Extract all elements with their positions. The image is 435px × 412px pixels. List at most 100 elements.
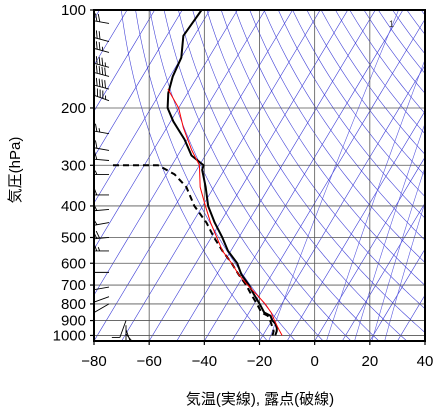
wind-barb: [88, 167, 109, 175]
isotherm-line: [121, 10, 321, 341]
wind-barb: [89, 151, 110, 161]
wind-barb-flag: [94, 231, 98, 239]
wind-barb-flag: [95, 41, 98, 50]
isotherm-line: [94, 10, 293, 341]
y-tick-label: 200: [61, 100, 86, 117]
wind-barb-flag: [95, 230, 101, 239]
wind-barb-flag: [98, 31, 101, 40]
temperature-line: [166, 10, 278, 336]
mixing-ratio-line: [371, 166, 425, 341]
wind-barb-flag: [87, 297, 92, 303]
wind-barb-flag: [98, 66, 101, 75]
profile-series: [111, 10, 283, 336]
y-tick-label: 900: [61, 313, 86, 330]
dewpoint-line: [111, 164, 275, 336]
wind-barb-flag: [88, 243, 91, 250]
wind-barb-flag: [97, 13, 101, 22]
wind-barb: [87, 303, 110, 314]
x-axis-ticks: −80 −60 −40 −20 0 20 40: [81, 341, 433, 370]
wind-barb-flag: [87, 308, 93, 313]
wind-barb-flag: [95, 77, 98, 86]
wind-barb-flag: [97, 247, 101, 252]
x-tick-label: 20: [361, 353, 378, 370]
wind-barb-flag: [87, 283, 91, 290]
dry-adiabat-line: [206, 10, 425, 333]
wind-barb-flag: [90, 123, 91, 131]
wind-barb: [91, 64, 110, 77]
isotherm-line: [94, 10, 211, 204]
wind-barb: [94, 140, 110, 151]
y-tick-label: 600: [61, 255, 86, 272]
wind-barb-flag: [88, 187, 91, 194]
wind-barb-flag: [91, 55, 92, 63]
dry-adiabat-line: [292, 10, 425, 197]
y-axis-title: 気圧(hPa): [7, 137, 24, 204]
x-tick-label: −20: [247, 353, 272, 370]
isotherm-line: [286, 110, 425, 341]
wind-barb-flag: [101, 66, 104, 75]
dry-adiabat-line: [263, 10, 425, 241]
y-tick-label: 500: [61, 229, 86, 246]
wind-barb-flag: [95, 30, 98, 39]
y-tick-label: 1000: [53, 327, 86, 344]
parcel-line: [167, 88, 283, 336]
isotherm-line: [314, 156, 425, 341]
wind-barb-flag: [95, 56, 98, 65]
wind-barb-flag: [87, 219, 91, 226]
dry-adiabat-line: [320, 10, 425, 155]
wind-barb: [88, 203, 110, 212]
dry-adiabat-line: [420, 10, 425, 16]
isotherm-line: [176, 10, 376, 341]
wind-barb-flag: [95, 123, 98, 132]
dry-adiabat-line: [406, 10, 425, 35]
dry-adiabat-line: [120, 10, 268, 341]
isotherm-line: [231, 18, 425, 341]
wind-barb-flag: [89, 151, 91, 159]
isotherm-line: [94, 10, 155, 112]
isotherm-line: [94, 10, 183, 158]
mixing-ratio-line: [384, 201, 425, 341]
wind-barb-flag: [98, 128, 101, 133]
y-tick-label: 400: [61, 198, 86, 215]
y-tick-label: 700: [61, 277, 86, 294]
wind-barb-flag: [119, 343, 126, 346]
temperature-gridlines: [94, 10, 425, 341]
wind-barb-flag: [91, 64, 92, 72]
isotherm-line: [397, 294, 425, 341]
isotherm-line: [424, 340, 425, 341]
wind-barb-flag: [98, 56, 101, 65]
wind-barb: [88, 243, 109, 252]
x-tick-label: −40: [192, 353, 217, 370]
wind-barb-flag: [88, 167, 91, 174]
mixing-ratio-line: [354, 122, 425, 341]
wind-barb-flag: [91, 76, 92, 84]
x-tick-label: −80: [81, 353, 106, 370]
wind-barb-flag: [95, 140, 98, 149]
wind-barb-flag: [95, 65, 98, 74]
mixing-ratio-label: 1: [389, 19, 394, 29]
y-tick-label: 800: [61, 296, 86, 313]
wind-barb-flag: [101, 79, 104, 88]
y-tick-label: 300: [61, 157, 86, 174]
wind-barb: [87, 283, 110, 291]
dry-adiabat-line: [192, 10, 408, 341]
dry-adiabat-line: [220, 10, 425, 310]
x-tick-label: −60: [136, 353, 161, 370]
x-tick-label: 40: [417, 353, 434, 370]
dry-adiabat-line: [278, 10, 425, 219]
wind-barb-flag: [94, 203, 98, 211]
wind-barb-flag: [88, 204, 91, 211]
dry-adiabat-line: [149, 10, 324, 341]
wind-barb-flag: [101, 57, 104, 66]
wind-barb: [87, 218, 110, 226]
wind-barb-flag: [104, 67, 106, 76]
wind-barb-flag: [98, 78, 101, 87]
mixing-ratio-labels: 15101520g: [389, 19, 435, 29]
dry-adiabat-line: [135, 10, 296, 341]
wind-barb: [111, 320, 127, 339]
wind-barb: [87, 296, 110, 303]
wind-barb: [88, 187, 109, 196]
wind-barb-staff: [94, 303, 110, 314]
